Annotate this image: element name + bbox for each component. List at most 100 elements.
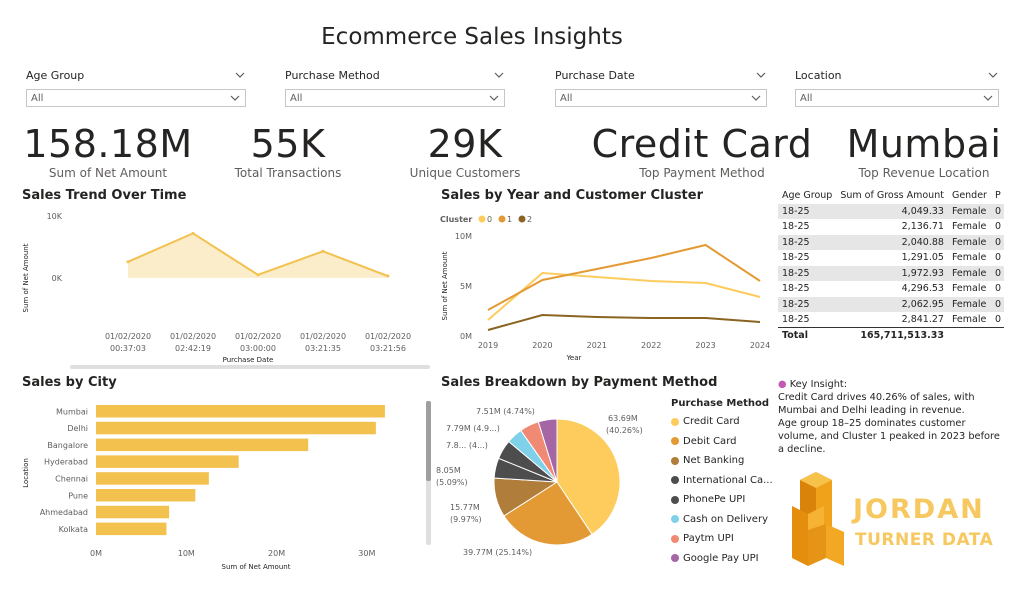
legend-item[interactable]: Debit Card <box>671 432 777 452</box>
table-row[interactable]: 18-25 2,841.27 Female 0 <box>778 312 1004 328</box>
logo-text-2: TURNER DATA <box>855 530 994 550</box>
table-row[interactable]: 18-25 2,062.95 Female 0 <box>778 296 1004 312</box>
chevron-down-icon[interactable] <box>987 69 999 81</box>
legend-item[interactable]: Paytm UPI <box>671 529 777 549</box>
table-row[interactable]: 18-25 4,296.53 Female 0 <box>778 281 1004 297</box>
legend-item[interactable]: Credit Card <box>671 412 777 432</box>
slicer-purchase-method[interactable]: Purchase Method All <box>285 66 505 107</box>
slicer-value: All <box>800 92 813 104</box>
kpi-value: 29K <box>427 122 503 166</box>
series-line <box>487 313 761 331</box>
table-cell: 2,062.95 <box>836 296 948 312</box>
table-row[interactable]: 18-25 2,136.71 Female 0 <box>778 219 1004 235</box>
category-label: Mumbai <box>56 407 88 416</box>
brain-icon: ● <box>778 379 787 390</box>
insight-heading: Key Insight: <box>789 379 848 390</box>
x-tick-label: 20M <box>268 549 285 558</box>
cluster-chart[interactable]: Cluster 0 1 2 10M 5M 0M Sum of Net Amount 2019 20… <box>436 206 772 368</box>
slicer-dropdown[interactable]: All <box>555 89 767 107</box>
legend-item[interactable]: Net Banking <box>671 451 777 471</box>
table-total-row: Total 165,711,513.33 <box>778 327 1004 343</box>
x-tick-label: 2020 <box>532 341 552 350</box>
table-cell: 0 <box>994 314 1002 325</box>
category-label: Ahmedabad <box>40 508 88 517</box>
x-tick-label: 10M <box>178 549 195 558</box>
category-label: Bangalore <box>47 441 88 450</box>
table-cell: 0 <box>994 252 1002 264</box>
data-point <box>321 249 325 253</box>
bar <box>96 438 309 452</box>
bar <box>96 522 167 536</box>
chevron-down-icon[interactable] <box>234 69 246 81</box>
table-row[interactable]: 18-25 1,972.93 Female 0 <box>778 265 1004 281</box>
detail-table[interactable]: Age Group Sum of Gross Amount Gender P 1… <box>778 188 1004 343</box>
cluster-chart-title: Sales by Year and Customer Cluster <box>441 188 703 203</box>
column-header[interactable]: P <box>994 190 1001 202</box>
legend-item[interactable]: PhonePe UPI <box>671 490 777 510</box>
table-row[interactable]: 18-25 2,040.88 Female 0 <box>778 234 1004 250</box>
x-tick-label: 03:00:00 <box>240 344 276 353</box>
chevron-down-icon <box>983 95 993 101</box>
table-cell: 0 <box>990 203 1004 219</box>
kpi-value: Credit Card <box>591 122 813 166</box>
legend-label: PhonePe UPI <box>683 494 746 506</box>
kpi-value: 158.18M <box>23 122 193 166</box>
page-title: Ecommerce Sales Insights <box>321 24 623 50</box>
scrollbar-thumb[interactable] <box>426 401 431 481</box>
chevron-down-icon <box>489 95 499 101</box>
slicer-dropdown[interactable]: All <box>285 89 505 107</box>
table-cell: 1,972.93 <box>836 265 948 281</box>
legend-marker <box>498 215 506 223</box>
column-header[interactable]: Age Group <box>782 190 833 202</box>
kpi-value: Mumbai <box>846 122 1002 166</box>
table-cell: Female <box>947 234 991 250</box>
slicer-value: All <box>290 92 303 104</box>
slicer-age-group[interactable]: Age Group All <box>26 66 246 107</box>
column-header[interactable]: Sum of Gross Amount <box>840 190 944 202</box>
payment-pie-chart[interactable]: 63.69M (40.26%) 39.77M (25.14%) 15.77M (9.97… <box>436 393 668 571</box>
slicer-dropdown[interactable]: All <box>795 89 999 107</box>
table-cell: 18-25 <box>778 265 837 281</box>
city-chart-title: Sales by City <box>22 375 117 390</box>
table-cell: 18-25 <box>782 221 810 233</box>
data-label: 39.77M (25.14%) <box>463 548 532 557</box>
y-tick-label: 10K <box>47 212 63 221</box>
slicer-location[interactable]: Location All <box>795 66 999 107</box>
legend-label: Google Pay UPI <box>683 552 759 564</box>
x-tick-label: 01/02/2020 <box>300 332 346 341</box>
column-header[interactable]: Gender <box>951 190 987 202</box>
trend-chart[interactable]: 10K 0K Sum of Net Amount 01/02/2020 00:37:03… <box>18 206 430 372</box>
table-row[interactable]: 18-25 1,291.05 Female 0 <box>778 250 1004 266</box>
chevron-down-icon[interactable] <box>755 69 767 81</box>
table-cell: 0 <box>994 283 1002 295</box>
logo-mark-icon <box>792 472 844 566</box>
slicer-purchase-date[interactable]: Purchase Date All <box>555 66 767 107</box>
slicer-label: Location <box>795 68 842 82</box>
table-cell: 4,296.53 <box>901 283 944 295</box>
table-total-cell: Total <box>778 327 837 343</box>
city-chart[interactable]: Location Mumbai Delhi Bangalore Hyderabad Che… <box>18 393 434 573</box>
table-cell: 1,291.05 <box>901 252 944 264</box>
y-axis-title: Location <box>22 458 30 488</box>
y-tick-label: 10M <box>455 232 472 241</box>
table-row[interactable]: 18-25 4,049.33 Female 0 <box>778 203 1004 219</box>
slicer-label: Age Group <box>26 68 85 82</box>
legend-item[interactable]: International Ca... <box>671 471 777 491</box>
series-line <box>487 243 761 311</box>
slicer-dropdown[interactable]: All <box>26 89 246 107</box>
category-label: Hyderabad <box>44 458 88 467</box>
legend-item[interactable]: Cash on Delivery <box>671 510 777 530</box>
x-tick-label: 03:21:56 <box>370 344 406 353</box>
trend-chart-title: Sales Trend Over Time <box>22 188 187 203</box>
bar <box>96 405 385 418</box>
kpi-value: 55K <box>250 122 326 166</box>
horizontal-scrollbar[interactable] <box>70 365 430 369</box>
x-axis-title: Sum of Net Amount <box>222 563 291 571</box>
table-cell: 18-25 <box>778 234 837 250</box>
table-cell: 2,040.88 <box>836 234 948 250</box>
chevron-down-icon[interactable] <box>493 69 505 81</box>
y-axis-title: Sum of Net Amount <box>22 243 30 312</box>
table-cell: Female <box>947 296 991 312</box>
kpi-card-net-amount: 158.18M Sum of Net Amount <box>18 122 198 180</box>
legend-item[interactable]: Google Pay UPI <box>671 549 777 569</box>
